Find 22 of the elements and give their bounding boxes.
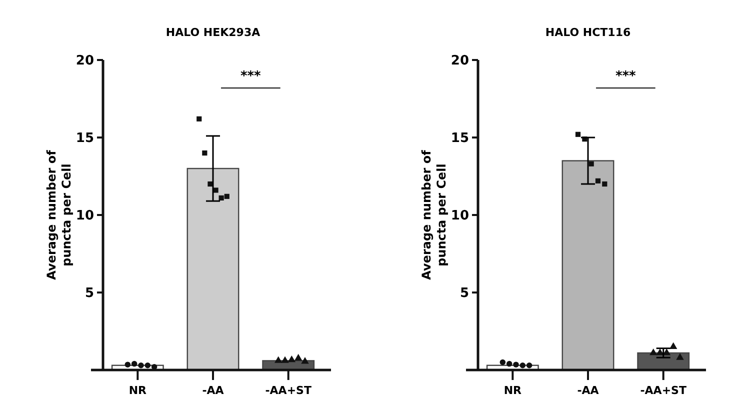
y-tick-label: 15 <box>450 131 469 146</box>
x-tick-label: NR <box>504 384 522 397</box>
x-tick-label: NR <box>128 384 148 397</box>
bar <box>562 160 614 371</box>
y-tick-label: 20 <box>450 54 469 69</box>
x-tick-label: -AA+ST <box>640 384 687 397</box>
y-axis-title: Average number of puncta per Cell <box>420 149 448 280</box>
x-tick-label: -AA+ST <box>265 384 312 397</box>
x-tick-label: -AA <box>577 384 600 397</box>
annotation: *** <box>240 69 262 84</box>
chart-title: HALO HCT116 <box>545 26 631 39</box>
y-tick-label: 15 <box>76 131 94 146</box>
y-tick-label: 20 <box>76 54 94 69</box>
chart-title: HALO HEK293A <box>166 26 261 39</box>
x-tick-label: -AA <box>202 384 224 397</box>
y-tick-label: 10 <box>76 208 94 224</box>
y-tick-label: 5 <box>460 286 469 302</box>
bar <box>186 168 240 371</box>
y-axis-title: Average number of puncta per Cell <box>44 149 74 280</box>
y-tick-label: 10 <box>450 208 469 224</box>
annotation: *** <box>615 69 636 84</box>
y-tick-label: 5 <box>84 286 94 302</box>
